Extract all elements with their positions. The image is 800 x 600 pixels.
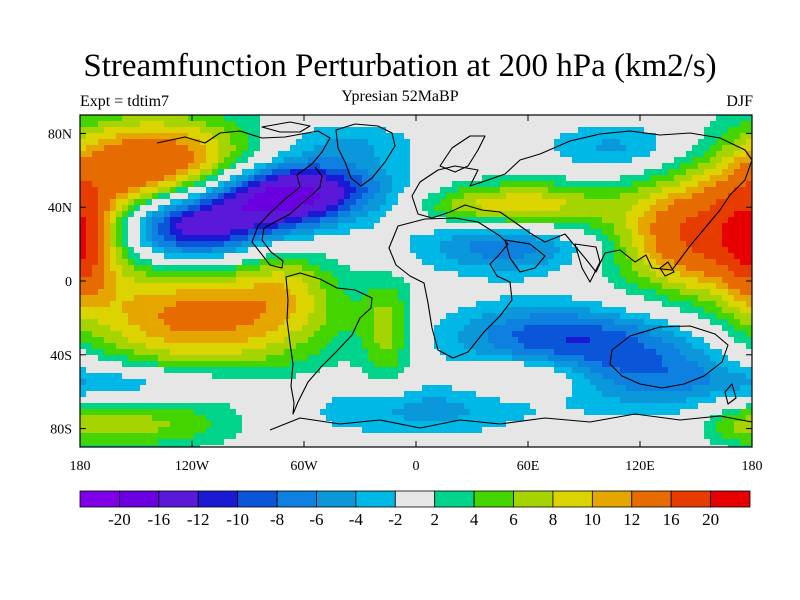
colorbar-swatch <box>197 490 239 508</box>
colorbar-swatch <box>237 490 278 508</box>
lat-tick-label: 0 <box>65 275 72 290</box>
colorbar: -20 -16 -12 -10 -8 -6 -4 -2 2 4 6 8 10 12 16 20 <box>79 490 751 529</box>
lon-tick-label: 0 <box>413 459 420 474</box>
colorbar-label: -8 <box>270 510 284 529</box>
colorbar-swatch <box>591 490 633 508</box>
lon-tick-label: 60E <box>517 459 540 474</box>
lat-tick-label: 40N <box>48 201 72 216</box>
colorbar-label: -20 <box>108 510 131 529</box>
colorbar-swatch <box>79 490 120 508</box>
map-axes: 80N 40N 0 40S 80S 180 120W 60W 0 60E 120E 180 <box>48 115 763 474</box>
colorbar-label: 12 <box>623 510 640 529</box>
coastlines <box>156 121 752 431</box>
coast-arctic-islands <box>261 121 311 133</box>
colorbar-swatch <box>473 490 514 508</box>
colorbar-swatch <box>119 490 160 508</box>
colorbar-swatch <box>316 490 357 508</box>
lon-tick-label: 180 <box>742 459 763 474</box>
coast-eurasia <box>411 130 752 273</box>
lat-tick-label: 80S <box>50 423 72 438</box>
coast-arabia <box>504 239 546 273</box>
lat-tick-label: 80N <box>48 127 72 142</box>
colorbar-label: 10 <box>584 510 601 529</box>
experiment-label: Expt = tdtim7 <box>80 93 170 110</box>
colorbar-label: 4 <box>470 510 479 529</box>
colorbar-swatch <box>434 490 475 508</box>
coast-new-zealand <box>724 383 737 405</box>
colorbar-swatch <box>355 490 396 508</box>
colorbar-swatch <box>552 490 593 508</box>
colorbar-label: -10 <box>226 510 249 529</box>
coast-antarctica <box>269 413 752 431</box>
lon-tick-label: 120E <box>625 459 655 474</box>
main-title: Streamfunction Perturbation at 200 hPa (… <box>83 48 717 84</box>
colorbar-swatch <box>513 490 554 508</box>
colorbar-swatch <box>394 490 436 508</box>
colorbar-label: 8 <box>549 510 558 529</box>
colorbar-label: 2 <box>430 510 439 529</box>
coast-pacific-islands <box>659 261 675 277</box>
colorbar-swatch <box>631 490 672 508</box>
colorbar-label: -16 <box>147 510 170 529</box>
season-label: DJF <box>726 93 753 110</box>
colorbar-label: 6 <box>509 510 518 529</box>
coast-africa <box>388 217 513 359</box>
colorbar-label: -2 <box>388 510 402 529</box>
coast-india <box>574 243 601 283</box>
colorbar-swatch <box>670 490 711 508</box>
colorbar-label: -4 <box>349 510 364 529</box>
colorbar-swatch <box>158 490 199 508</box>
coast-scandinavia <box>439 135 486 173</box>
colorbar-label: 16 <box>663 510 680 529</box>
coast-greenland <box>335 123 396 187</box>
coast-south-america <box>285 272 373 415</box>
coast-north-america <box>156 130 331 269</box>
lon-tick-label: 120W <box>175 459 210 474</box>
colorbar-label: 20 <box>702 510 719 529</box>
coast-australia <box>609 325 729 389</box>
colorbar-label: -6 <box>309 510 323 529</box>
lon-tick-label: 180 <box>70 459 91 474</box>
colorbar-swatch <box>710 490 751 508</box>
lon-tick-label: 60W <box>290 459 318 474</box>
streamfunction-field <box>80 115 752 447</box>
period-label: Ypresian 52MaBP <box>341 88 459 105</box>
lat-tick-label: 40S <box>50 349 72 364</box>
colorbar-label: -12 <box>187 510 210 529</box>
colorbar-swatch <box>276 490 317 508</box>
